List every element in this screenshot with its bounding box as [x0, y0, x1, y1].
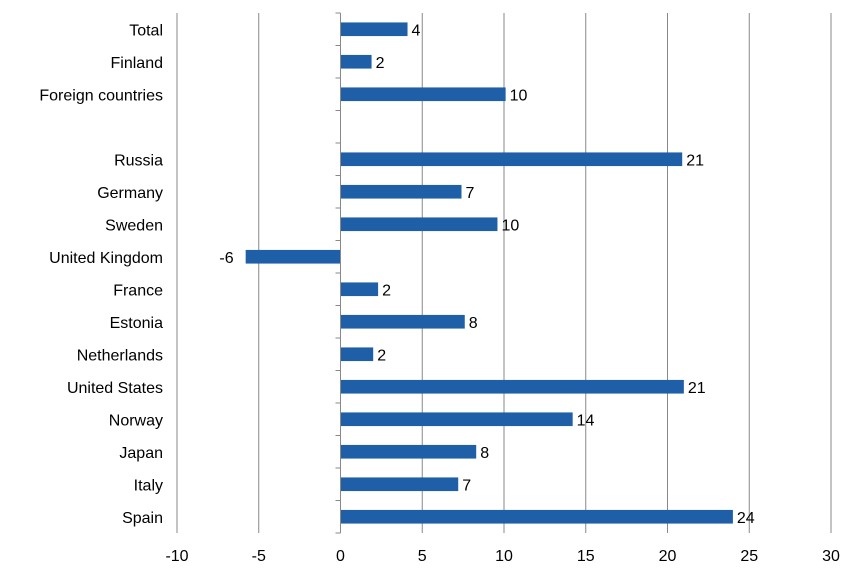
bar	[340, 379, 684, 394]
data-label: 2	[376, 55, 385, 72]
bar	[340, 412, 573, 427]
category-label: France	[113, 282, 163, 299]
bar	[245, 249, 341, 264]
bar	[340, 347, 374, 362]
category-label: Norway	[109, 412, 163, 429]
data-label: 10	[510, 87, 528, 104]
bar	[340, 509, 733, 524]
bar	[340, 444, 477, 459]
bar	[340, 54, 372, 69]
bar	[340, 314, 465, 329]
bar	[340, 282, 379, 297]
x-tick-label: -5	[252, 548, 266, 565]
category-label: Russia	[114, 152, 163, 169]
category-label: Finland	[111, 55, 163, 72]
x-tick-label: 25	[740, 548, 758, 565]
bar	[340, 152, 683, 167]
data-label: 21	[688, 380, 706, 397]
data-label: 8	[480, 445, 489, 462]
data-label: 10	[501, 217, 519, 234]
data-label: 2	[382, 282, 391, 299]
x-tick-label: 5	[418, 548, 427, 565]
bar	[340, 217, 498, 232]
x-tick-label: 10	[495, 548, 513, 565]
category-label: Italy	[134, 477, 163, 494]
bar	[340, 184, 462, 199]
category-label: Japan	[119, 445, 163, 462]
x-tick-labels: -10 -5 0 5 10 15 20 25 30	[165, 548, 840, 565]
data-label: 8	[469, 315, 478, 332]
category-labels: Total Finland Foreign countries Russia Germa…	[39, 22, 163, 527]
data-label: 21	[686, 152, 704, 169]
data-label: 7	[462, 477, 471, 494]
data-label: 24	[737, 510, 755, 527]
category-label: Sweden	[105, 217, 163, 234]
bar	[340, 87, 506, 102]
bar	[340, 22, 408, 37]
x-tick-label: 15	[577, 548, 595, 565]
category-label: Total	[129, 22, 163, 39]
x-tick-label: -10	[165, 548, 188, 565]
category-label: Estonia	[110, 315, 163, 332]
category-label: Spain	[122, 510, 163, 527]
data-label: -6	[219, 250, 233, 267]
data-label: 4	[412, 22, 421, 39]
category-label: Netherlands	[77, 347, 163, 364]
x-tick-label: 20	[659, 548, 677, 565]
data-label: 14	[577, 412, 595, 429]
bars	[245, 22, 733, 524]
category-label: Germany	[97, 185, 163, 202]
category-axis	[335, 12, 341, 534]
category-label: United States	[67, 380, 163, 397]
category-label: United Kingdom	[49, 250, 163, 267]
x-tick-label: 30	[822, 548, 840, 565]
category-label: Foreign countries	[39, 87, 163, 104]
bar	[340, 477, 459, 492]
data-label: 7	[465, 185, 474, 202]
data-label: 2	[377, 347, 386, 364]
x-tick-label: 0	[336, 548, 345, 565]
